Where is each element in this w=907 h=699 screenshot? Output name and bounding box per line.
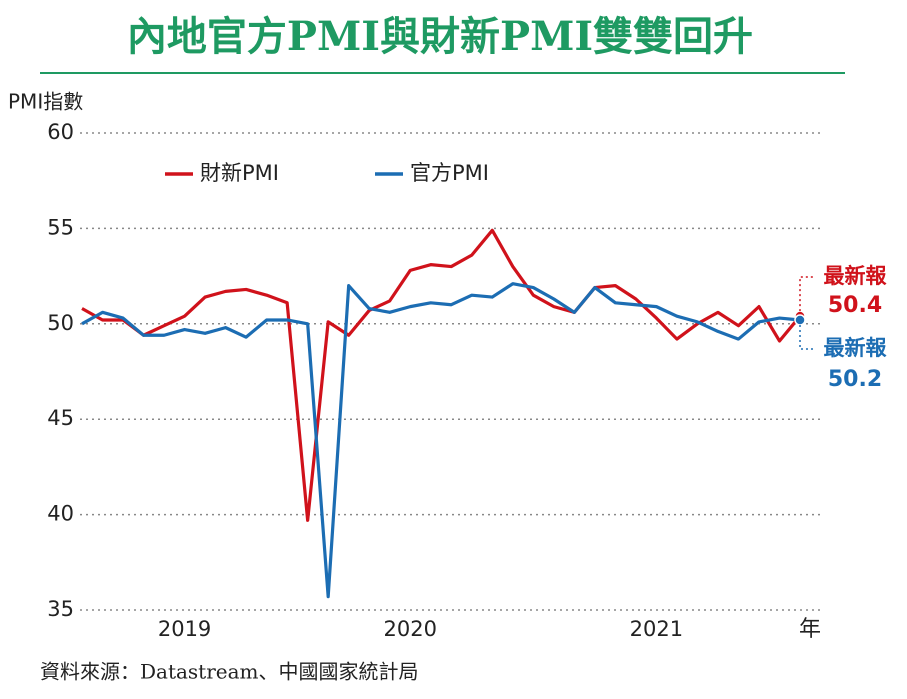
y-tick-label: 40 <box>47 502 74 526</box>
x-tick-label: 2020 <box>384 617 437 641</box>
y-tick-label: 60 <box>47 120 74 144</box>
y-tick-label: 55 <box>47 215 74 239</box>
x-axis-label: 年 <box>799 617 821 642</box>
line-0 <box>81 228 802 522</box>
annotation-connector <box>799 276 815 312</box>
annotation-value: 50.4 <box>828 293 882 318</box>
y-tick-label: 35 <box>47 597 74 621</box>
legend-label: 官方PMI <box>410 161 489 185</box>
x-tick-label: 2021 <box>630 617 683 641</box>
y-axis-label: PMI指數 <box>8 90 83 114</box>
line-1 <box>81 282 801 599</box>
x-tick-label: 2019 <box>158 617 211 641</box>
latest-dot <box>794 314 806 326</box>
y-tick-label: 45 <box>47 406 74 430</box>
y-tick-label: 50 <box>47 311 74 335</box>
source: 資料來源：Datastream、中國國家統計局 <box>40 660 419 684</box>
annotation-value: 50.2 <box>828 367 882 392</box>
annotation-label: 最新報 <box>824 264 888 288</box>
legend-label: 財新PMI <box>200 161 279 185</box>
chart-title: 內地官方PMI與財新PMI雙雙回升 <box>127 13 753 60</box>
annotation-connector <box>799 324 815 350</box>
annotation-label: 最新報 <box>824 336 888 360</box>
